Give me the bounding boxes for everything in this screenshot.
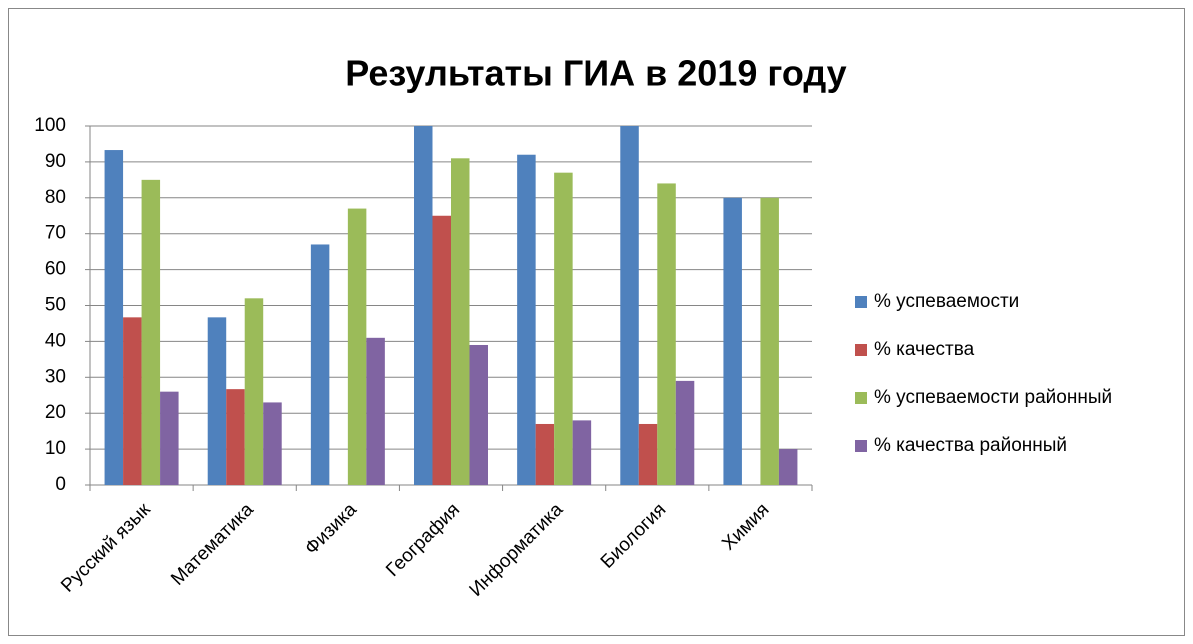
y-tick-label: 100: [34, 115, 66, 136]
legend-label: % качества районный: [874, 435, 1067, 456]
legend-label: % успеваемости: [874, 291, 1019, 312]
bar: [244, 298, 264, 485]
legend-swatch: [855, 392, 867, 404]
y-tick-label: 60: [45, 259, 66, 280]
legend-label: % успеваемости районный: [874, 387, 1112, 408]
legend-label: % качества: [874, 339, 975, 360]
y-tick-label: 0: [55, 474, 66, 495]
bar: [517, 154, 536, 485]
bar: [620, 126, 639, 485]
chart-title: Результаты ГИА в 2019 году: [345, 53, 846, 94]
bar: [263, 402, 282, 485]
y-tick-label: 20: [45, 402, 66, 423]
bar: [160, 391, 179, 485]
chart-frame: [8, 8, 1185, 636]
legend-swatch: [855, 344, 867, 356]
y-tick-label: 40: [45, 330, 66, 351]
legend-swatch: [855, 440, 867, 452]
bar: [535, 423, 555, 485]
bar: [723, 197, 742, 486]
bar: [638, 423, 658, 485]
bar: [657, 183, 676, 485]
bar: [469, 344, 488, 485]
bar: [347, 208, 367, 485]
bar: [226, 389, 245, 485]
y-tick-label: 80: [45, 187, 66, 208]
bar: [432, 215, 451, 485]
bar: [572, 420, 592, 485]
bar: [104, 150, 124, 486]
bar: [207, 317, 227, 485]
y-tick-label: 50: [45, 295, 66, 316]
y-tick-label: 70: [45, 223, 66, 244]
bar: [310, 244, 330, 485]
bar: [675, 380, 695, 485]
y-tick-label: 30: [45, 366, 66, 387]
bar: [554, 172, 573, 486]
bar: [451, 158, 470, 485]
bar: [366, 337, 385, 485]
y-tick-label: 90: [45, 151, 66, 172]
bar: [760, 197, 779, 486]
legend-swatch: [855, 296, 867, 308]
bar: [778, 449, 798, 485]
bar: [414, 126, 433, 485]
y-tick-label: 10: [45, 438, 66, 459]
bar: [141, 179, 161, 485]
bar: [123, 317, 142, 485]
